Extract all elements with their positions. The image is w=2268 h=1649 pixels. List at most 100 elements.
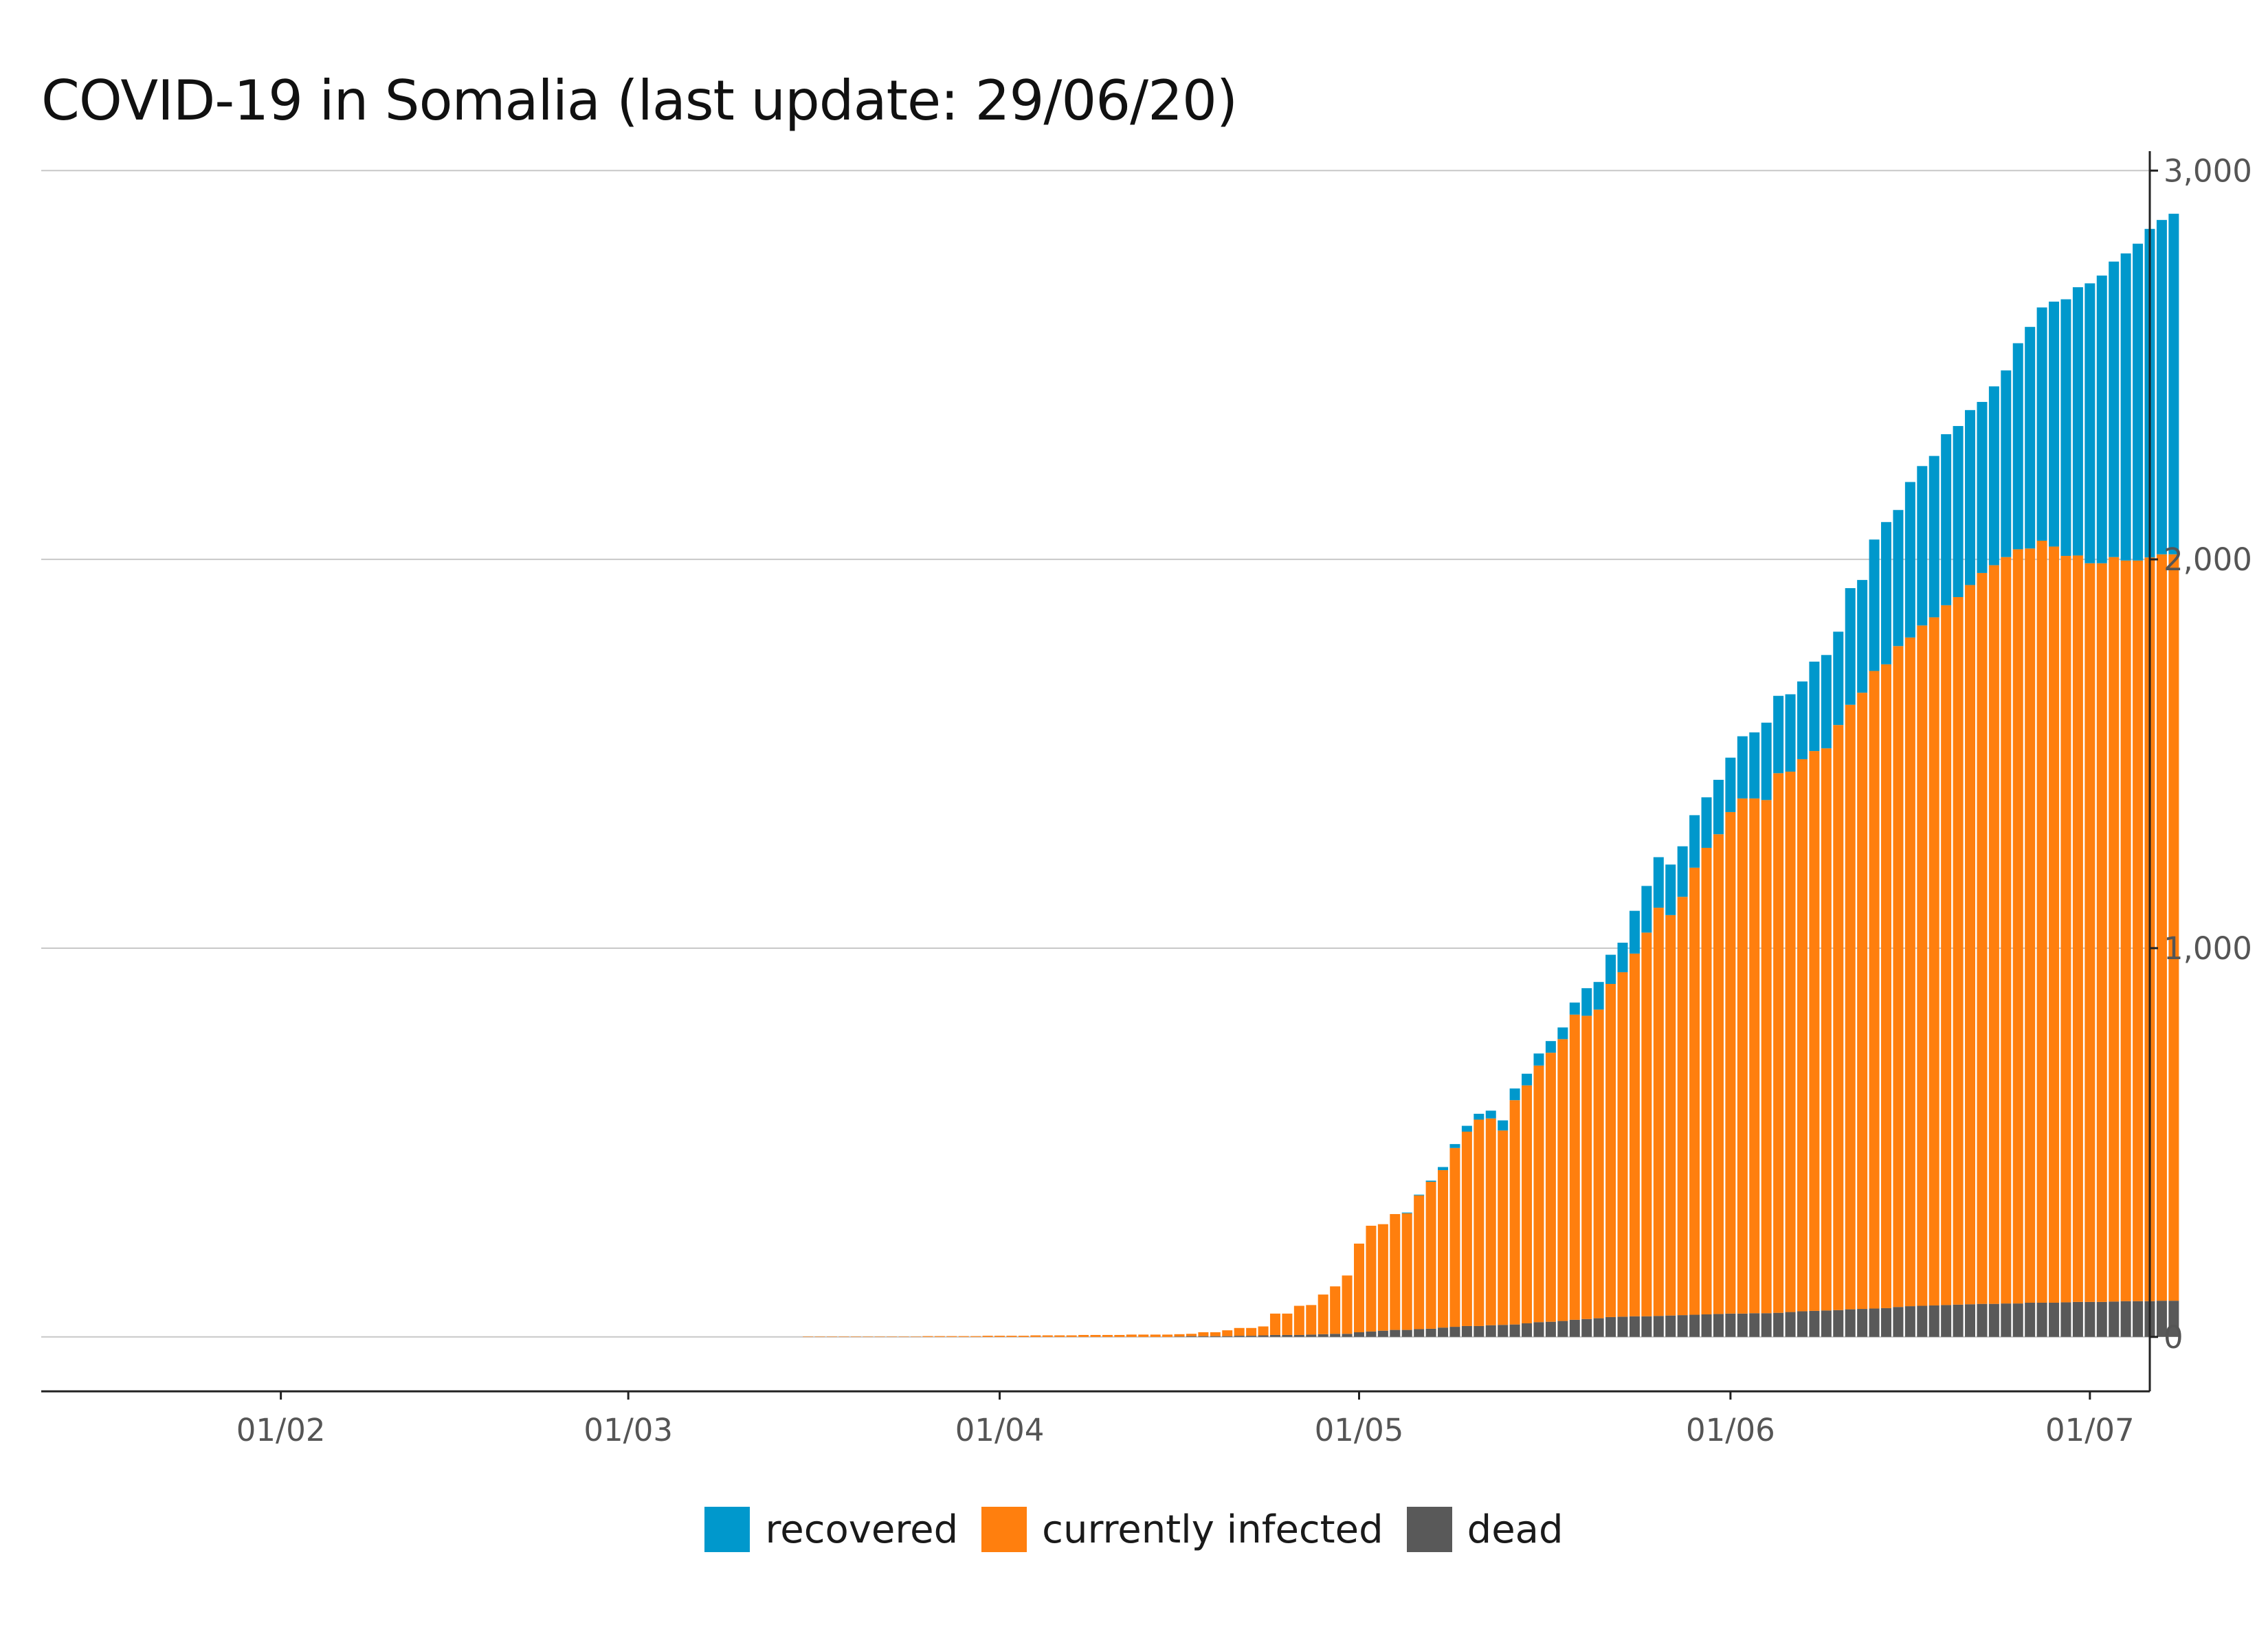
bar-dead-87 (1198, 1336, 1209, 1337)
bar-currently-infected-148 (1928, 617, 1939, 1305)
bar-dead-101 (1366, 1331, 1377, 1337)
bar-currently-infected-83 (1150, 1334, 1161, 1337)
bar-recovered-118 (1569, 1002, 1580, 1015)
bar-recovered-115 (1533, 1053, 1544, 1066)
bar-recovered-110 (1474, 1114, 1485, 1120)
bar-dead-112 (1498, 1325, 1509, 1337)
bar-currently-infected-62 (898, 1336, 909, 1337)
bar-dead-152 (1977, 1303, 1988, 1337)
legend-swatch (981, 1507, 1027, 1552)
bar-recovered-165 (2133, 243, 2144, 561)
x-tick-label-1: 01/03 (583, 1412, 673, 1448)
bar-recovered-116 (1545, 1041, 1556, 1053)
bar-dead-156 (2025, 1302, 2036, 1337)
bar-dead-96 (1306, 1334, 1317, 1337)
bar-currently-infected-140 (1833, 725, 1844, 1310)
bar-recovered-168 (2168, 214, 2179, 554)
bar-recovered-159 (2060, 299, 2071, 557)
bar-dead-120 (1593, 1318, 1604, 1337)
bar-recovered-114 (1522, 1073, 1533, 1086)
bar-recovered-153 (1988, 386, 1999, 565)
legend-swatch (1406, 1507, 1452, 1552)
bar-dead-90 (1234, 1336, 1245, 1337)
y-tick-label-2: 2,000 (2164, 541, 2252, 578)
bar-dead-113 (1509, 1324, 1520, 1337)
bar-currently-infected-141 (1845, 704, 1856, 1310)
bar-currently-infected-113 (1509, 1100, 1520, 1325)
bar-currently-infected-70 (994, 1336, 1005, 1337)
bar-recovered-137 (1797, 681, 1808, 759)
bar-currently-infected-120 (1593, 1009, 1604, 1319)
bar-dead-108 (1449, 1327, 1460, 1337)
bar-currently-infected-100 (1354, 1243, 1364, 1332)
bar-currently-infected-135 (1773, 773, 1784, 1313)
bar-currently-infected-104 (1401, 1213, 1412, 1330)
bar-currently-infected-87 (1198, 1332, 1209, 1336)
bar-dead-139 (1821, 1310, 1832, 1337)
bar-currently-infected-157 (2036, 540, 2047, 1303)
bar-dead-168 (2168, 1301, 2179, 1337)
bar-recovered-135 (1773, 695, 1784, 774)
bar-dead-160 (2072, 1301, 2083, 1337)
bar-recovered-148 (1928, 456, 1939, 618)
chart-title: COVID-19 in Somalia (last update: 29/06/… (41, 69, 1238, 133)
bar-currently-infected-142 (1857, 693, 1868, 1310)
bar-recovered-125 (1653, 857, 1664, 908)
bar-recovered-123 (1629, 910, 1640, 954)
bar-dead-157 (2036, 1302, 2047, 1337)
bar-currently-infected-58 (850, 1336, 861, 1337)
bar-dead-100 (1354, 1332, 1364, 1337)
bar-dead-149 (1941, 1305, 1952, 1337)
bar-currently-infected-124 (1641, 932, 1652, 1316)
bar-currently-infected-168 (2168, 554, 2179, 1301)
bar-dead-116 (1545, 1321, 1556, 1337)
bar-recovered-136 (1785, 694, 1796, 772)
bar-currently-infected-134 (1761, 800, 1772, 1314)
bar-currently-infected-64 (922, 1336, 933, 1337)
bar-currently-infected-143 (1869, 671, 1880, 1309)
bar-recovered-105 (1414, 1194, 1425, 1196)
bar-dead-124 (1641, 1316, 1652, 1337)
bar-dead-155 (2012, 1303, 2023, 1337)
bar-recovered-138 (1809, 661, 1820, 752)
y-tick-label-3: 3,000 (2164, 153, 2252, 189)
bar-recovered-109 (1461, 1125, 1472, 1132)
bar-currently-infected-109 (1461, 1132, 1472, 1326)
bar-currently-infected-81 (1126, 1334, 1137, 1337)
bar-currently-infected-158 (2049, 546, 2060, 1303)
tick-labels: 0 1,000 2,000 3,000 01/02 01/03 01/04 01/05 01/0… (236, 153, 2252, 1448)
bar-dead-140 (1833, 1310, 1844, 1337)
bar-currently-infected-161 (2084, 563, 2095, 1302)
legend-label: dead (1467, 1507, 1564, 1552)
bar-recovered-149 (1941, 434, 1952, 605)
bar-dead-118 (1569, 1319, 1580, 1337)
bar-currently-infected-93 (1269, 1313, 1280, 1335)
bar-recovered-157 (2036, 307, 2047, 541)
bar-currently-infected-144 (1881, 664, 1891, 1308)
bars (803, 214, 2179, 1337)
bar-dead-147 (1917, 1305, 1928, 1337)
bar-dead-114 (1522, 1323, 1533, 1337)
bar-recovered-129 (1701, 797, 1712, 848)
legend: recovered currently infected dead (0, 1502, 2268, 1557)
bar-currently-infected-115 (1533, 1065, 1544, 1323)
bar-recovered-147 (1917, 466, 1928, 626)
bar-dead-141 (1845, 1309, 1856, 1337)
bar-recovered-139 (1821, 655, 1832, 749)
bar-dead-119 (1581, 1319, 1592, 1337)
y-tick-label-0: 0 (2164, 1319, 2183, 1356)
bar-currently-infected-57 (838, 1336, 849, 1337)
bar-dead-126 (1665, 1315, 1676, 1337)
bar-recovered-143 (1869, 539, 1880, 671)
bar-dead-110 (1474, 1325, 1485, 1337)
bar-recovered-133 (1749, 732, 1760, 799)
bar-dead-109 (1461, 1325, 1472, 1337)
bar-currently-infected-150 (1953, 597, 1964, 1305)
legend-item-dead: dead (1406, 1507, 1564, 1552)
bar-dead-132 (1737, 1313, 1748, 1337)
bar-recovered-162 (2096, 276, 2107, 563)
bar-recovered-163 (2109, 261, 2120, 557)
bar-recovered-132 (1737, 736, 1748, 799)
bar-recovered-158 (2049, 301, 2060, 547)
bar-dead-99 (1342, 1334, 1353, 1337)
